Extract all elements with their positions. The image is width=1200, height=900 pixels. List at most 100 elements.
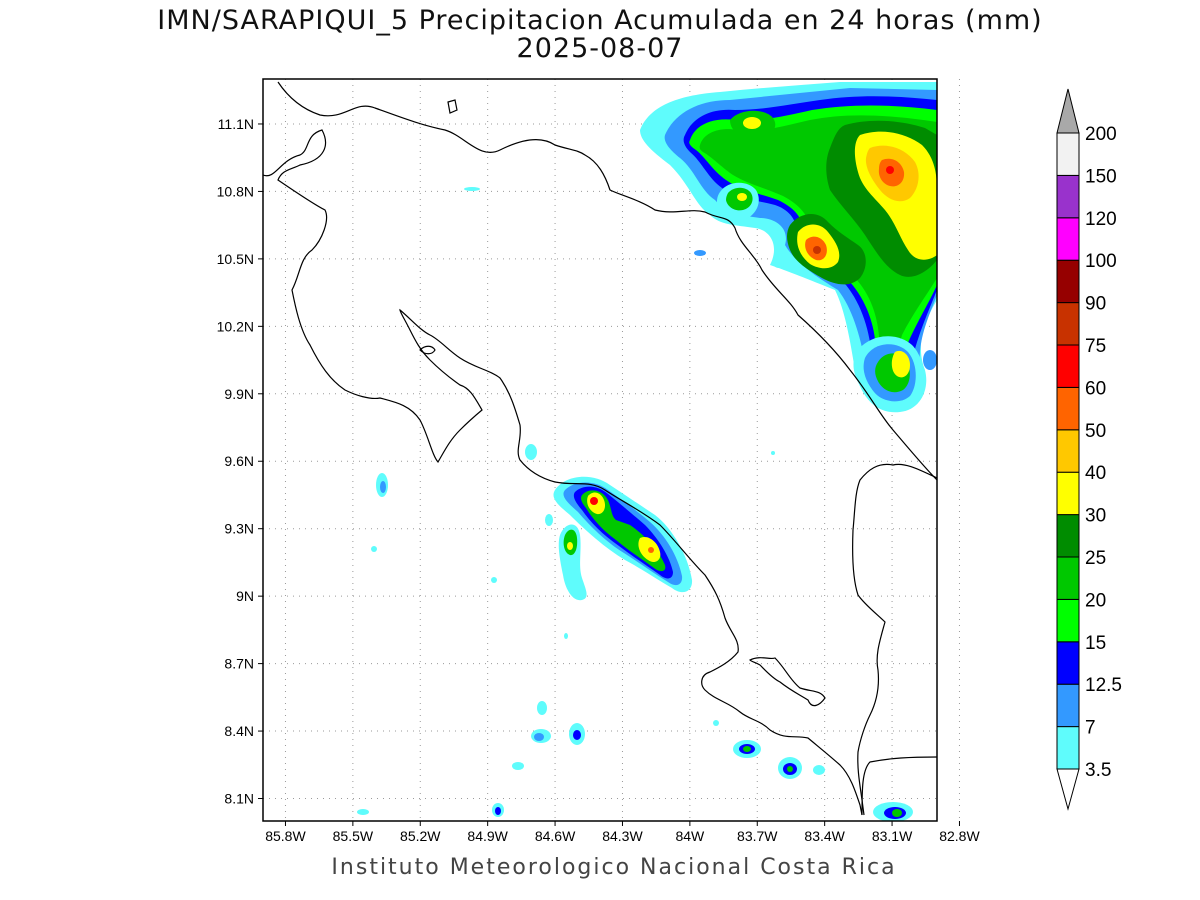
lat-tick-label: 9.3N	[224, 521, 254, 537]
rain-cell-south-5-12	[495, 807, 501, 815]
footer-credit: Instituto Meteorologico Nacional Costa R…	[331, 855, 897, 880]
colorbar-segment	[1056, 302, 1080, 346]
coastline-panama-south	[861, 756, 937, 816]
rain-peak-quepos	[590, 497, 598, 505]
lat-tick-label: 10.2N	[217, 318, 254, 334]
lon-tick-label: 83.7W	[737, 828, 778, 844]
rain-cell-south-2-7	[534, 733, 544, 741]
colorbar-level-label: 20	[1085, 590, 1106, 611]
lat-tick-label: 9.9N	[224, 386, 254, 402]
island-nicoya	[419, 345, 436, 355]
latitude-axis: 11.1N 10.8N 10.5N 10.2N 9.9N 9.6N 9.3N 9N 8.7N 8.…	[217, 116, 263, 807]
rain-cell-pacific-small	[491, 577, 497, 583]
colorbar-level-label: 12.5	[1085, 675, 1122, 696]
lon-tick-label: 85.8W	[265, 828, 306, 844]
lon-tick-label: 84.9W	[467, 828, 508, 844]
colorbar-level-label: 25	[1085, 548, 1106, 569]
colorbar-segment	[1056, 259, 1080, 304]
coastlines	[263, 81, 937, 816]
lat-tick-label: 8.4N	[224, 723, 254, 739]
colorbar-segment	[1056, 429, 1080, 473]
colorbar-legend: 3.5 7 12.5 15 20 25 30 40 50 60 75 90 100 120 150 200	[1056, 88, 1122, 811]
colorbar-level-label: 150	[1085, 166, 1117, 187]
map-frame	[262, 78, 938, 822]
rain-cell-lake	[464, 187, 480, 191]
lat-tick-label: 9.6N	[224, 453, 254, 469]
rain-peak-north-small	[737, 193, 747, 201]
colorbar-level-label: 90	[1085, 294, 1106, 315]
coastline-border-panama	[852, 463, 937, 816]
colorbar-segment	[1056, 217, 1080, 261]
colorbar-level-label: 60	[1085, 378, 1106, 399]
lon-tick-label: 83.4W	[804, 828, 845, 844]
rain-cell-pacific-2	[545, 514, 553, 526]
rain-peak-dominical	[648, 547, 654, 553]
rain-cell-south-3-12	[573, 730, 581, 740]
rain-cell-east-edge	[923, 350, 937, 370]
colorbar-level-label: 40	[1085, 463, 1106, 484]
lon-tick-label: 82.8W	[939, 828, 980, 844]
rain-peak-mid-north	[813, 246, 821, 254]
rain-cell-north-2	[694, 250, 706, 256]
longitude-axis: 85.8W 85.5W 85.2W 84.9W 84.6W 84.3W 84W 83.7W 83…	[265, 821, 980, 844]
rain-peak-nicoya-south	[567, 542, 573, 550]
map-date: 2025-08-07	[516, 33, 684, 64]
rain-cell-north-3	[774, 262, 784, 268]
lon-tick-label: 84W	[675, 828, 705, 844]
colorbar-segment	[1056, 683, 1080, 728]
colorbar-segment	[1056, 471, 1080, 516]
rain-cell-osa-3	[813, 765, 825, 775]
colorbar-level-label: 15	[1085, 633, 1106, 654]
colorbar-level-label: 75	[1085, 336, 1106, 357]
lat-tick-label: 10.5N	[217, 251, 254, 267]
map-title: IMN/SARAPIQUI_5 Precipitacion Acumulada …	[157, 5, 1043, 36]
colorbar-level-label: 7	[1085, 718, 1096, 739]
colorbar-level-label: 50	[1085, 421, 1106, 442]
lat-tick-label: 8.1N	[224, 791, 254, 807]
rain-area-limon-30	[891, 350, 910, 378]
colorbar-level-label: 3.5	[1085, 760, 1111, 781]
rain-cell-osa-4	[713, 720, 719, 726]
rain-peak-north	[886, 166, 894, 174]
rain-cell-west-7	[380, 481, 386, 493]
rain-cell-osa-2-20	[787, 766, 793, 772]
rain-cell-south-1	[537, 701, 547, 715]
rain-cell-east-small	[771, 451, 775, 455]
precipitation-layer	[357, 82, 937, 821]
lat-tick-label: 10.8N	[217, 183, 254, 199]
rain-cell-pacific-3	[525, 444, 537, 460]
colorbar-segment	[1056, 726, 1080, 770]
rain-cell-pacific-4	[564, 633, 568, 639]
colorbar-segment	[1056, 641, 1080, 685]
rain-cell-southeast-20	[892, 809, 902, 817]
colorbar-level-label: 120	[1085, 209, 1117, 230]
colorbar-level-label: 200	[1085, 124, 1117, 145]
coastline-northwest	[263, 129, 863, 816]
lat-tick-label: 9N	[236, 588, 254, 604]
colorbar-segment	[1056, 174, 1080, 219]
rain-cell-west-small	[371, 546, 377, 552]
lat-tick-label: 8.7N	[224, 656, 254, 672]
colorbar-segment	[1056, 598, 1080, 643]
rain-cell-south-6	[357, 809, 369, 815]
colorbar-bottom-arrow	[1056, 768, 1080, 811]
colorbar-segment	[1056, 132, 1080, 176]
lake-small	[447, 99, 458, 114]
rain-cell-osa-1-20	[743, 746, 751, 752]
colorbar-segment	[1056, 344, 1080, 388]
lon-tick-label: 84.6W	[535, 828, 576, 844]
colorbar-level-label: 100	[1085, 251, 1117, 272]
colorbar-segment	[1056, 556, 1080, 600]
rain-cell-south-4	[512, 762, 524, 770]
lon-tick-label: 85.2W	[400, 828, 441, 844]
lat-tick-label: 11.1N	[218, 116, 254, 132]
rain-peak-top	[743, 117, 761, 129]
coastline-north	[277, 81, 937, 481]
coastline-golfo-dulce	[748, 657, 826, 707]
colorbar-segment	[1056, 386, 1080, 431]
lon-tick-label: 85.5W	[333, 828, 374, 844]
colorbar-level-label: 30	[1085, 506, 1106, 527]
lon-tick-label: 83.1W	[872, 828, 913, 844]
colorbar-segment	[1056, 514, 1080, 558]
